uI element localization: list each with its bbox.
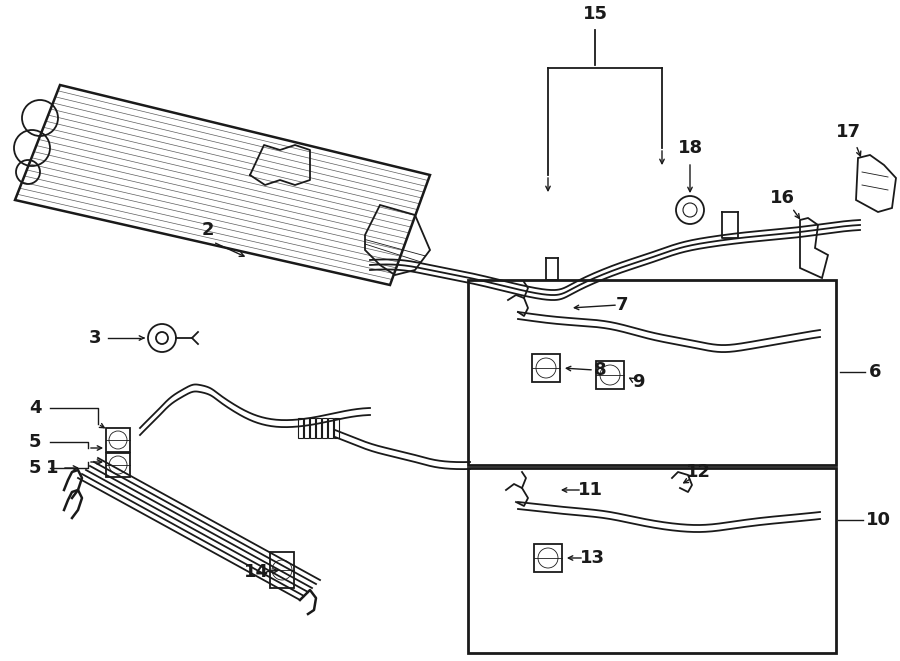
Text: 10: 10 — [866, 511, 890, 529]
Text: 16: 16 — [770, 189, 795, 207]
Bar — [270, 552, 294, 588]
Text: 13: 13 — [580, 549, 605, 567]
Bar — [106, 428, 130, 452]
Bar — [106, 453, 130, 477]
Text: 4: 4 — [29, 399, 41, 417]
Text: 2: 2 — [202, 221, 214, 239]
Bar — [334, 418, 339, 438]
Bar — [310, 418, 315, 438]
Text: 8: 8 — [594, 361, 607, 379]
Bar — [304, 418, 309, 438]
Bar — [468, 280, 836, 465]
Bar — [322, 418, 327, 438]
Text: 14: 14 — [244, 563, 268, 581]
Text: 1: 1 — [46, 459, 58, 477]
Text: 5: 5 — [29, 459, 41, 477]
Text: 9: 9 — [632, 373, 644, 391]
Bar — [534, 544, 562, 572]
Text: 5: 5 — [29, 433, 41, 451]
Bar — [596, 361, 624, 389]
Bar — [532, 354, 560, 382]
Text: 7: 7 — [616, 296, 628, 314]
Text: 3: 3 — [89, 329, 101, 347]
Text: 12: 12 — [686, 463, 710, 481]
Bar — [298, 418, 303, 438]
Text: 6: 6 — [868, 363, 881, 381]
Bar — [328, 418, 333, 438]
Text: 18: 18 — [678, 139, 703, 157]
Text: 15: 15 — [582, 5, 608, 23]
Bar — [316, 418, 321, 438]
Bar — [468, 468, 836, 653]
Text: 17: 17 — [835, 123, 860, 141]
Text: 11: 11 — [578, 481, 602, 499]
